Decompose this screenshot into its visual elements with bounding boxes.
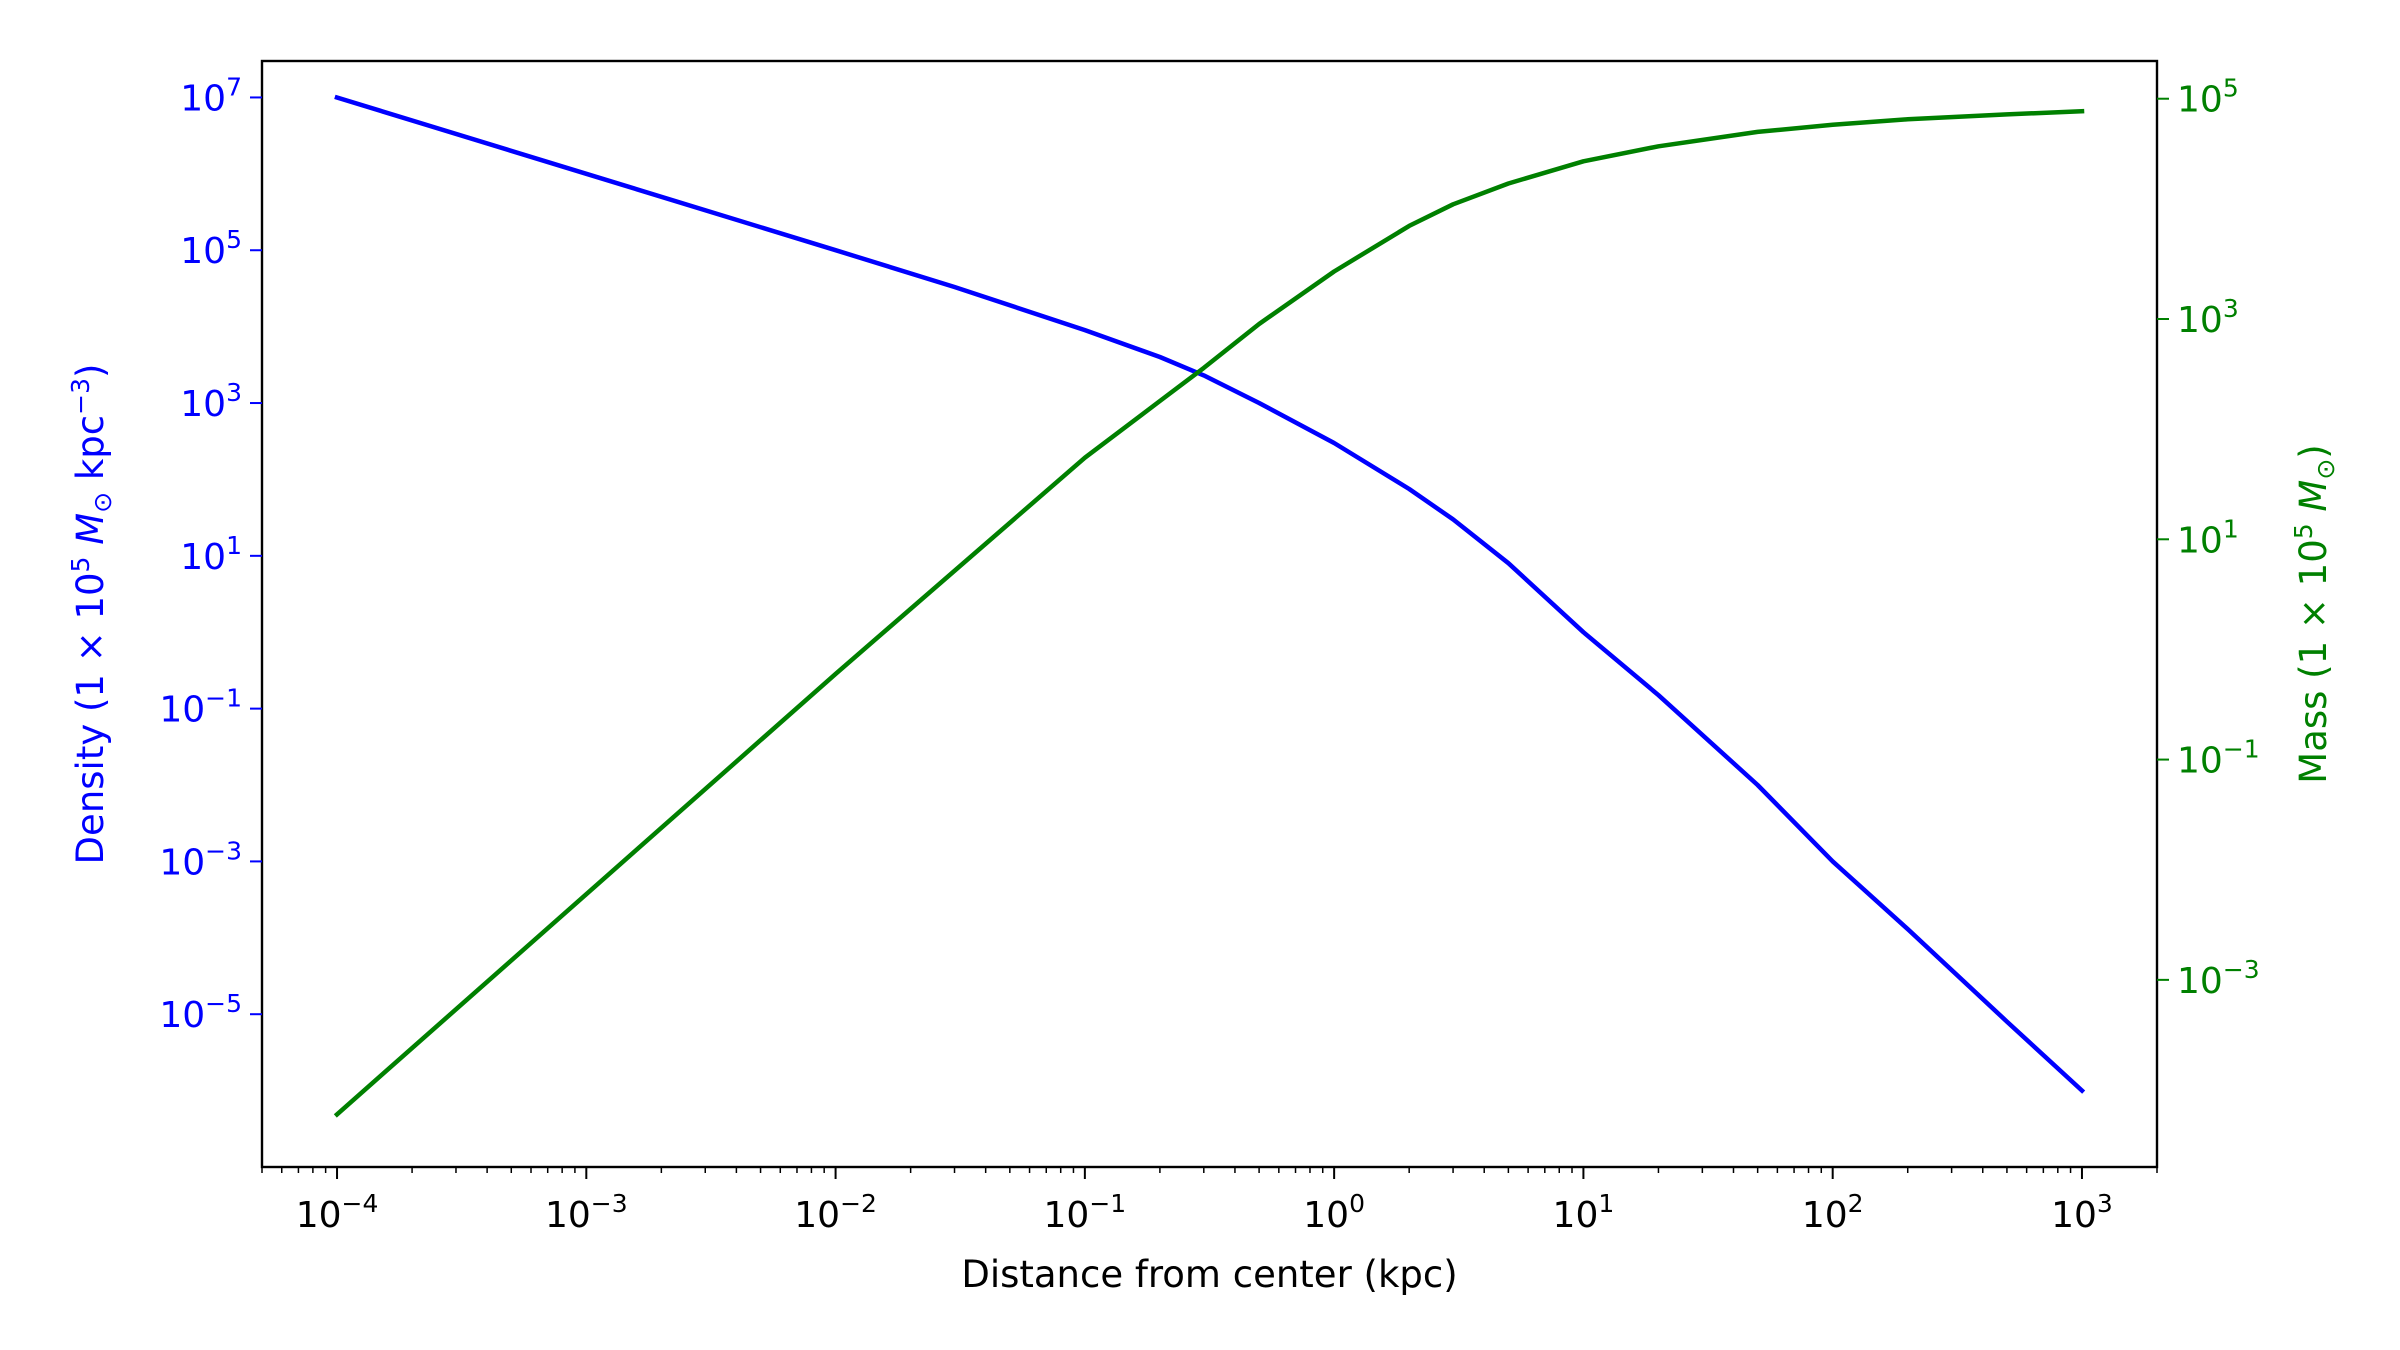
series-layer xyxy=(333,94,2086,1118)
plot-frame xyxy=(260,59,2159,1169)
x-tick-label: 101 xyxy=(1553,1189,1615,1236)
y-left-axis: 107 105 103 101 10−1 10−3 10−5 xyxy=(159,72,262,1036)
y-right-tick-label: 105 xyxy=(2177,74,2239,121)
x-tick-label: 10−4 xyxy=(296,1189,379,1236)
y-left-tick-label: 105 xyxy=(180,225,242,272)
y-right-tick-label: 101 xyxy=(2177,514,2239,561)
x-tick-label: 10−2 xyxy=(794,1189,877,1236)
y-left-tick-label: 103 xyxy=(180,378,242,425)
mass-series-line xyxy=(333,108,2085,1118)
x-axis: 10−4 10−3 10−2 10−1 100 101 102 103 xyxy=(261,1167,2158,1236)
x-axis-label: Distance from center (kpc) xyxy=(961,1253,1457,1296)
y-left-tick-label: 10−1 xyxy=(159,684,242,731)
y-left-tick-label: 101 xyxy=(180,531,242,578)
y-left-axis-label: Density (1 × 105 M⊙ kpc−3) xyxy=(66,364,117,865)
x-tick-label: 10−3 xyxy=(545,1189,628,1236)
y-left-tick-label: 10−5 xyxy=(159,989,242,1036)
x-tick-label: 103 xyxy=(2051,1189,2113,1236)
y-left-tick-label: 107 xyxy=(180,72,242,119)
y-right-tick-label: 103 xyxy=(2177,294,2239,341)
density-series-line xyxy=(334,94,2086,1094)
y-right-axis-label: Mass (1 × 105 M⊙) xyxy=(2289,444,2340,783)
y-right-tick-label: 10−1 xyxy=(2177,735,2260,782)
x-tick-label: 100 xyxy=(1303,1189,1365,1236)
x-tick-label: 102 xyxy=(1802,1189,1864,1236)
x-tick-label: 10−1 xyxy=(1044,1189,1127,1236)
y-left-tick-label: 10−3 xyxy=(159,836,242,883)
y-right-axis: 105 103 101 10−1 10−3 xyxy=(2157,74,2260,1002)
y-right-tick-label: 10−3 xyxy=(2177,955,2260,1002)
